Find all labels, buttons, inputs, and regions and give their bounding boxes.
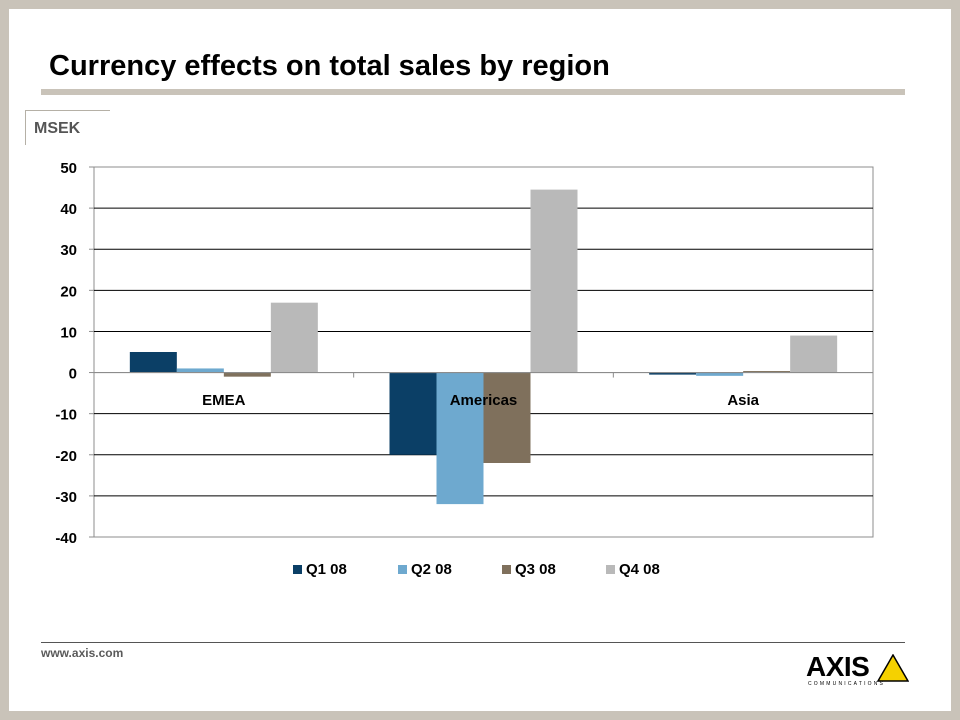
legend-label: Q3 08 — [515, 561, 556, 578]
warning-triangle-icon — [877, 654, 909, 682]
y-tick-label: 30 — [60, 242, 77, 259]
title-divider — [41, 89, 905, 95]
y-tick-label: -30 — [55, 489, 77, 506]
category-label: Americas — [450, 392, 518, 409]
axis-logo: AXIS COMMUNICATIONS — [806, 652, 910, 692]
website-url[interactable]: www.axis.com — [41, 646, 124, 660]
legend-swatch — [293, 565, 302, 574]
bar-emea-q4-08 — [270, 302, 318, 373]
bar-asia-q4-08 — [790, 335, 838, 373]
slide-title: Currency effects on total sales by regio… — [49, 50, 610, 82]
y-tick-label: -40 — [55, 530, 77, 547]
bar-asia-q2-08 — [696, 372, 744, 376]
bar-americas-q4-08 — [530, 189, 578, 373]
unit-box: MSEK — [25, 110, 110, 145]
bar-asia-q3-08 — [743, 371, 791, 373]
bar-americas-q3-08 — [483, 372, 531, 463]
bar-americas-q2-08 — [436, 372, 484, 505]
legend-label: Q4 08 — [619, 561, 660, 578]
unit-label: MSEK — [34, 120, 81, 137]
category-label: EMEA — [202, 392, 246, 409]
legend-swatch — [502, 565, 511, 574]
bar-emea-q3-08 — [223, 372, 271, 377]
footer-divider — [41, 642, 905, 643]
y-tick-label: 50 — [60, 160, 77, 177]
legend-swatch — [398, 565, 407, 574]
legend-label: Q2 08 — [411, 561, 452, 578]
y-tick-label: 40 — [60, 201, 77, 218]
bar-emea-q2-08 — [176, 368, 224, 373]
bar-asia-q1-08 — [649, 372, 697, 375]
y-tick-label: 10 — [60, 324, 77, 341]
y-tick-label: -20 — [55, 448, 77, 465]
y-tick-label: 20 — [60, 283, 77, 300]
bar-emea-q1-08 — [129, 352, 177, 373]
bar-americas-q1-08 — [389, 372, 437, 455]
legend-label: Q1 08 — [306, 561, 347, 578]
plot-area — [93, 166, 874, 538]
y-tick-label: 0 — [69, 366, 77, 383]
logo-tagline: COMMUNICATIONS — [808, 681, 886, 687]
y-tick-label: -10 — [55, 407, 77, 424]
category-label: Asia — [727, 392, 759, 409]
logo-wordmark: AXIS — [806, 651, 870, 682]
legend-swatch — [606, 565, 615, 574]
